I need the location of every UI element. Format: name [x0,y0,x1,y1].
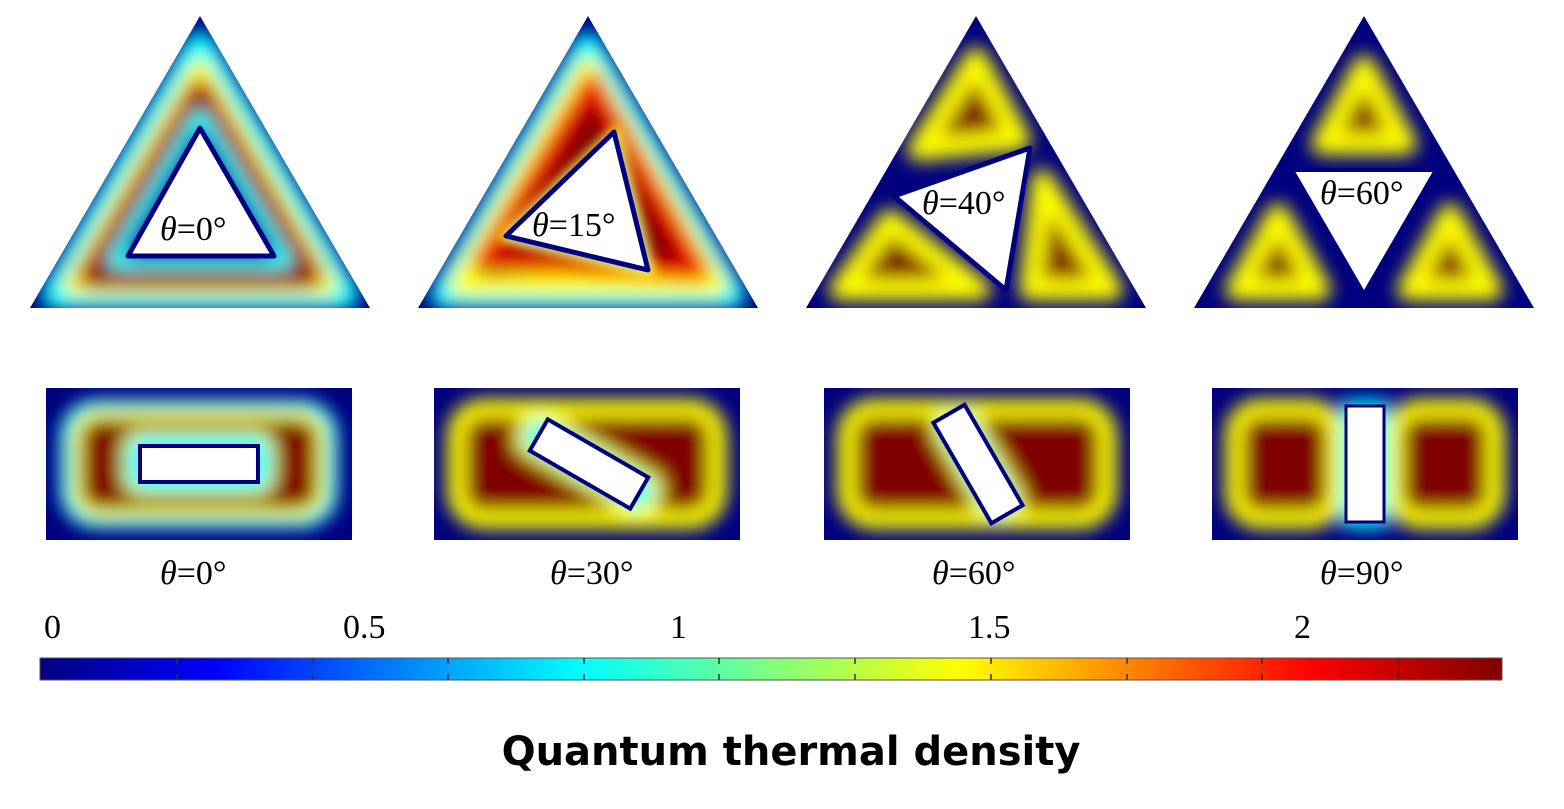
colorbar: 0 0.5 1 1.5 2 [39,609,1503,681]
colorbar-tick-label: 2 [1294,609,1311,646]
colorbar-gradient [39,657,1503,681]
inner-rectangle-hole [930,402,1026,526]
rectangle-panel-2: θ=60° [824,388,1130,592]
triangle-panel-1: θ=15° [418,16,758,308]
heat-map [1225,55,1503,301]
rectangle-angle-label: θ=60° [932,555,1015,592]
heat-map [829,47,1123,301]
colorbar-tick-label: 0 [44,609,61,646]
colorbar-tick-label: 1.5 [968,609,1011,646]
colorbar-tick-label: 1 [670,609,687,646]
rectangle-panel-0: θ=0° [46,388,352,592]
inner-triangle-hole [1290,168,1438,296]
inner-rectangle-hole [1344,404,1386,524]
triangle-angle-label: θ=0° [160,211,226,248]
inner-rectangle-hole [527,416,651,512]
heat-map [41,31,359,308]
rectangle-panel-1: θ=30° [434,388,740,592]
triangle-angle-label: θ=15° [532,207,615,244]
triangle-angle-label: θ=60° [1320,175,1403,212]
colorbar-tick-label: 0.5 [343,609,386,646]
inner-triangle-hole [891,145,1033,293]
inner-rectangle-hole [138,444,260,484]
triangle-panel-0: θ=0° [30,16,370,308]
triangle-panel-3: θ=60° [1194,16,1534,308]
colorbar-tick-marks [176,658,1399,680]
inner-triangle-hole [503,129,651,273]
inner-triangle-hole [125,125,277,259]
rectangle-angle-label: θ=0° [160,555,226,592]
triangle-angle-label: θ=40° [922,185,1005,222]
rectangle-angle-label: θ=90° [1320,555,1403,592]
rectangle-angle-label: θ=30° [550,555,633,592]
figure-title: Quantum thermal density [502,729,1081,775]
rectangle-panel-3: θ=90° [1212,388,1518,592]
triangle-panel-2: θ=40° [806,16,1146,308]
